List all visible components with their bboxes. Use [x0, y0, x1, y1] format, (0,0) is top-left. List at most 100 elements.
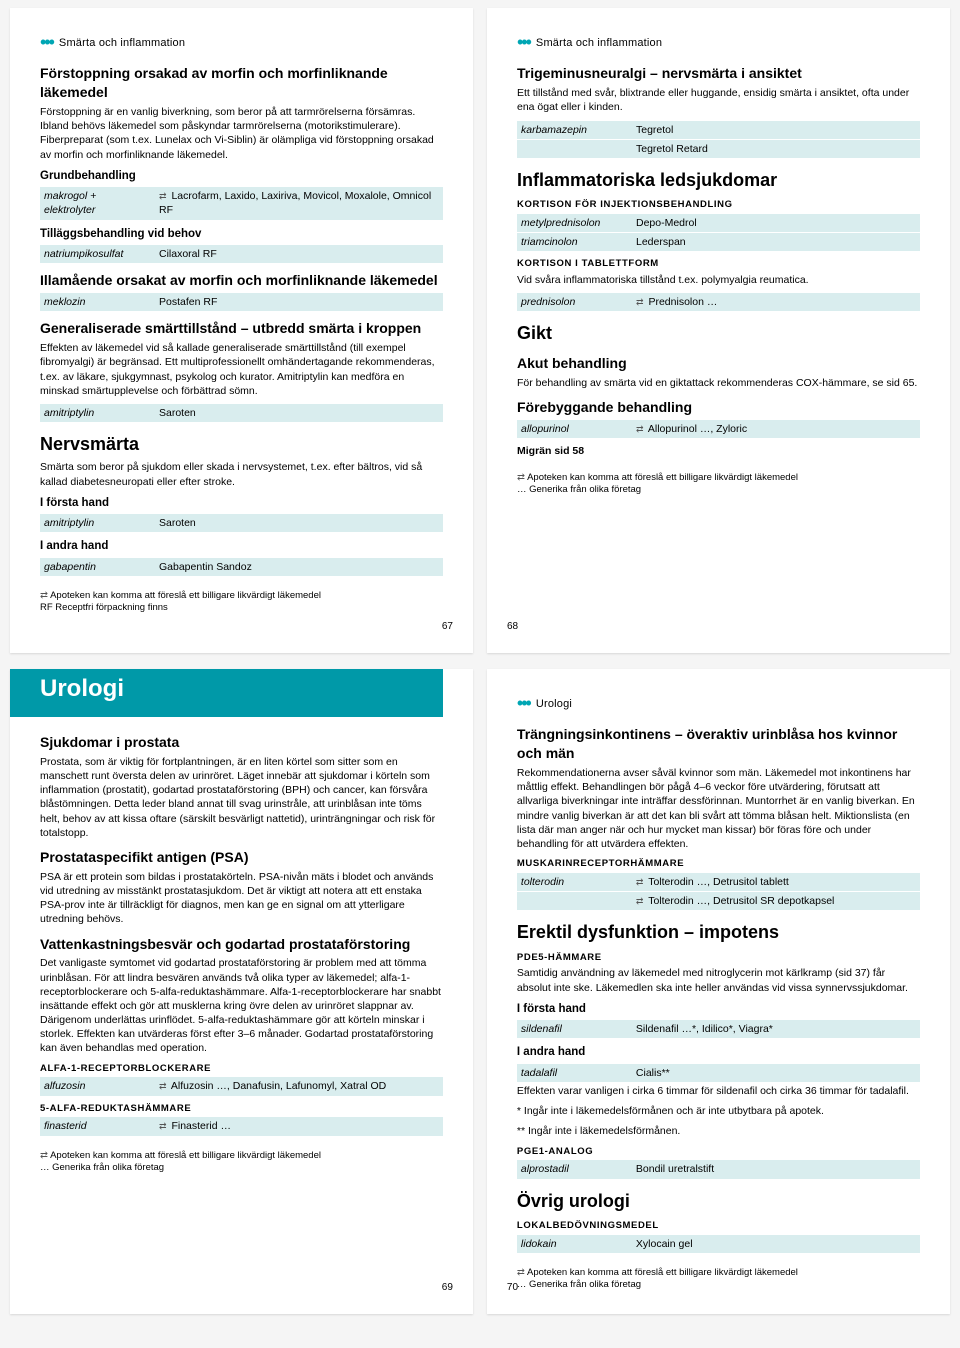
- drug-brand: ⇄ Allopurinol …, Zyloric: [632, 420, 920, 438]
- para: Samtidig användning av läkemedel med nit…: [517, 966, 920, 994]
- heading-nausea: Illamående orsakat av morfin och morfinl…: [40, 271, 443, 290]
- breadcrumb-text: Smärta och inflammation: [536, 37, 662, 49]
- page-number: 68: [507, 620, 518, 634]
- label-forsta-hand: I första hand: [517, 1002, 920, 1018]
- heading-trigeminus: Trigeminusneuralgi – nervsmärta i ansikt…: [517, 64, 920, 83]
- drug-row: natriumpikosulfat Cilaxoral RF: [40, 245, 443, 263]
- label-andra-hand: I andra hand: [517, 1045, 920, 1061]
- drug-brand: Lederspan: [632, 233, 920, 251]
- drug-row: tolterodin ⇄ Tolterodin …, Detrusitol ta…: [517, 873, 920, 891]
- label-grundbehandling: Grundbehandling: [40, 169, 443, 185]
- para: PSA är ett protein som bildas i prostata…: [40, 870, 443, 927]
- drug-row: prednisolon ⇄ Prednisolon …: [517, 293, 920, 311]
- label-kortison-tab: KORTISON I TABLETTFORM: [517, 258, 920, 271]
- para-footnote: * Ingår inte i läkemedelsförmånen och är…: [517, 1104, 920, 1118]
- heading-ovrig: Övrig urologi: [517, 1189, 920, 1213]
- drug-generic: tolterodin: [517, 873, 632, 891]
- heading-trangning: Trängningsinkontinens – överaktiv urinbl…: [517, 725, 920, 763]
- heading-akut: Akut behandling: [517, 354, 920, 373]
- drug-generic: natriumpikosulfat: [40, 245, 155, 263]
- drug-brand: ⇄ Finasterid …: [155, 1117, 443, 1135]
- drug-generic: amitriptylin: [40, 514, 155, 532]
- drug-generic: [517, 892, 632, 910]
- label-pge1: PGE1-ANALOG: [517, 1146, 920, 1159]
- drug-brand: Sildenafil …*, Idilico*, Viagra*: [632, 1020, 920, 1038]
- page-number: 70: [507, 1281, 518, 1295]
- label-muskarin: MUSKARINRECEPTORHÄMMARE: [517, 858, 920, 871]
- drug-row: amitriptylin Saroten: [40, 404, 443, 422]
- drug-generic: finasterid: [40, 1117, 155, 1135]
- para: Effekten varar vanligen i cirka 6 timmar…: [517, 1084, 920, 1098]
- drug-generic: alfuzosin: [40, 1077, 155, 1095]
- drug-row: karbamazepin Tegretol: [517, 121, 920, 139]
- chapter-title: Urologi: [40, 669, 443, 705]
- drug-row: gabapentin Gabapentin Sandoz: [40, 558, 443, 576]
- heading-nervsmarta: Nervsmärta: [40, 432, 443, 456]
- drug-generic: amitriptylin: [40, 404, 155, 422]
- para: Ett tillstånd med svår, blixtrande eller…: [517, 86, 920, 114]
- label-5alfa: 5-ALFA-REDUKTASHÄMMARE: [40, 1103, 443, 1116]
- label-forsta-hand: I första hand: [40, 496, 443, 512]
- drug-brand: Tegretol: [632, 121, 920, 139]
- drug-row: allopurinol ⇄ Allopurinol …, Zyloric: [517, 420, 920, 438]
- heading-generalised-pain: Generaliserade smärttillstånd – utbredd …: [40, 319, 443, 338]
- para: För behandling av smärta vid en giktatta…: [517, 376, 920, 390]
- heading-psa: Prostataspecifikt antigen (PSA): [40, 848, 443, 867]
- drug-row: ⇄ Tolterodin …, Detrusitol SR depotkapse…: [517, 892, 920, 910]
- drug-generic: makrogol + elektrolyter: [40, 187, 155, 219]
- para: Det vanligaste symtomet vid godartad pro…: [40, 956, 443, 1055]
- label-lokalbedovning: LOKALBEDÖVNINGSMEDEL: [517, 1220, 920, 1233]
- drug-brand: ⇄ Alfuzosin …, Danafusin, Lafunomyl, Xat…: [155, 1077, 443, 1095]
- chapter-banner: Urologi: [10, 669, 443, 717]
- breadcrumb: •••Smärta och inflammation: [517, 30, 920, 54]
- drug-generic: meklozin: [40, 293, 155, 311]
- footnote: ⇄ Apoteken kan komma att föreslå ett bil…: [517, 472, 920, 497]
- page-number: 67: [442, 620, 453, 634]
- drug-row: finasterid ⇄ Finasterid …: [40, 1117, 443, 1135]
- para: Vid svåra inflammatoriska tillstånd t.ex…: [517, 273, 920, 287]
- drug-row: lidokain Xylocain gel: [517, 1235, 920, 1253]
- drug-generic: lidokain: [517, 1235, 632, 1253]
- drug-brand: Xylocain gel: [632, 1235, 920, 1253]
- spread-1: •••Smärta och inflammation Förstoppning …: [0, 0, 960, 661]
- breadcrumb: •••Urologi: [517, 691, 920, 715]
- drug-row: makrogol + elektrolyter ⇄ Lacrofarm, Lax…: [40, 187, 443, 219]
- para: Smärta som beror på sjukdom eller skada …: [40, 460, 443, 488]
- heading-prostata: Sjukdomar i prostata: [40, 733, 443, 752]
- drug-generic: prednisolon: [517, 293, 632, 311]
- drug-generic: triamcinolon: [517, 233, 632, 251]
- drug-brand: Cialis**: [632, 1064, 920, 1082]
- drug-generic: alprostadil: [517, 1160, 632, 1178]
- drug-generic: [517, 140, 632, 158]
- drug-brand: Gabapentin Sandoz: [155, 558, 443, 576]
- breadcrumb: •••Smärta och inflammation: [40, 30, 443, 54]
- heading-erektil: Erektil dysfunktion – impotens: [517, 920, 920, 944]
- drug-row: sildenafil Sildenafil …*, Idilico*, Viag…: [517, 1020, 920, 1038]
- footnote: ⇄ Apoteken kan komma att föreslå ett bil…: [40, 590, 443, 615]
- drug-generic: allopurinol: [517, 420, 632, 438]
- breadcrumb-text: Smärta och inflammation: [59, 37, 185, 49]
- drug-brand: ⇄ Tolterodin …, Detrusitol tablett: [632, 873, 920, 891]
- drug-brand: Saroten: [155, 404, 443, 422]
- drug-row: amitriptylin Saroten: [40, 514, 443, 532]
- para: Prostata, som är viktig för fortplantnin…: [40, 755, 443, 840]
- label-alfa1: ALFA-1-RECEPTORBLOCKERARE: [40, 1063, 443, 1076]
- drug-brand: Depo-Medrol: [632, 214, 920, 232]
- label-tillagg: Tilläggsbehandling vid behov: [40, 227, 443, 243]
- page-number: 69: [442, 1281, 453, 1295]
- drug-brand: Saroten: [155, 514, 443, 532]
- drug-row: Tegretol Retard: [517, 140, 920, 158]
- label-kortison-inj: KORTISON FÖR INJEKTIONSBEHANDLING: [517, 199, 920, 212]
- spread-2: Urologi Sjukdomar i prostata Prostata, s…: [0, 661, 960, 1322]
- drug-brand: Cilaxoral RF: [155, 245, 443, 263]
- para: Rekommendationerna avser såväl kvinnor s…: [517, 766, 920, 851]
- heading-forebyggande: Förebyggande behandling: [517, 398, 920, 417]
- footnote: ⇄ Apoteken kan komma att föreslå ett bil…: [40, 1150, 443, 1175]
- drug-row: tadalafil Cialis**: [517, 1064, 920, 1082]
- drug-generic: tadalafil: [517, 1064, 632, 1082]
- para-footnote: ** Ingår inte i läkemedelsförmånen.: [517, 1124, 920, 1138]
- page-70: •••Urologi Trängningsinkontinens – övera…: [487, 669, 950, 1314]
- drug-brand: ⇄ Tolterodin …, Detrusitol SR depotkapse…: [632, 892, 920, 910]
- drug-row: metylprednisolon Depo-Medrol: [517, 214, 920, 232]
- drug-brand: ⇄ Lacrofarm, Laxido, Laxiriva, Movicol, …: [155, 187, 443, 219]
